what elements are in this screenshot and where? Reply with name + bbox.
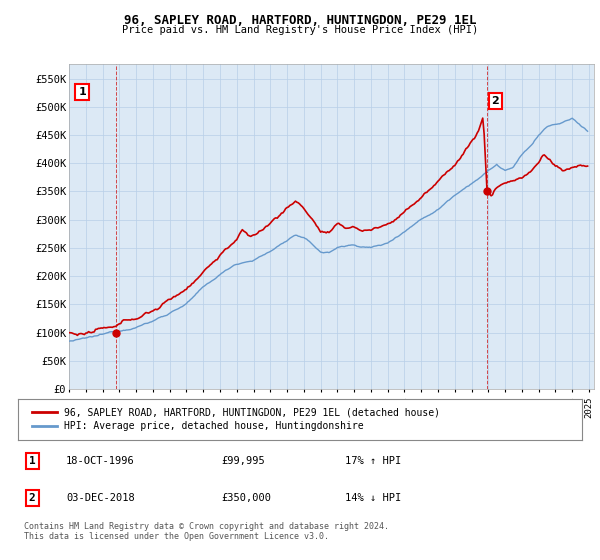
Text: 1: 1 xyxy=(78,87,86,97)
Text: 18-OCT-1996: 18-OCT-1996 xyxy=(66,456,134,466)
Text: 03-DEC-2018: 03-DEC-2018 xyxy=(66,493,134,503)
Text: 2: 2 xyxy=(29,493,35,503)
Text: Contains HM Land Registry data © Crown copyright and database right 2024.
This d: Contains HM Land Registry data © Crown c… xyxy=(24,522,389,542)
Text: £99,995: £99,995 xyxy=(221,456,265,466)
Text: 1: 1 xyxy=(29,456,35,466)
Text: 17% ↑ HPI: 17% ↑ HPI xyxy=(345,456,401,466)
Text: Price paid vs. HM Land Registry's House Price Index (HPI): Price paid vs. HM Land Registry's House … xyxy=(122,25,478,35)
Text: £350,000: £350,000 xyxy=(221,493,271,503)
Text: 14% ↓ HPI: 14% ↓ HPI xyxy=(345,493,401,503)
Text: 2: 2 xyxy=(491,96,499,106)
Legend: 96, SAPLEY ROAD, HARTFORD, HUNTINGDON, PE29 1EL (detached house), HPI: Average p: 96, SAPLEY ROAD, HARTFORD, HUNTINGDON, P… xyxy=(29,404,445,435)
Text: 96, SAPLEY ROAD, HARTFORD, HUNTINGDON, PE29 1EL: 96, SAPLEY ROAD, HARTFORD, HUNTINGDON, P… xyxy=(124,14,476,27)
